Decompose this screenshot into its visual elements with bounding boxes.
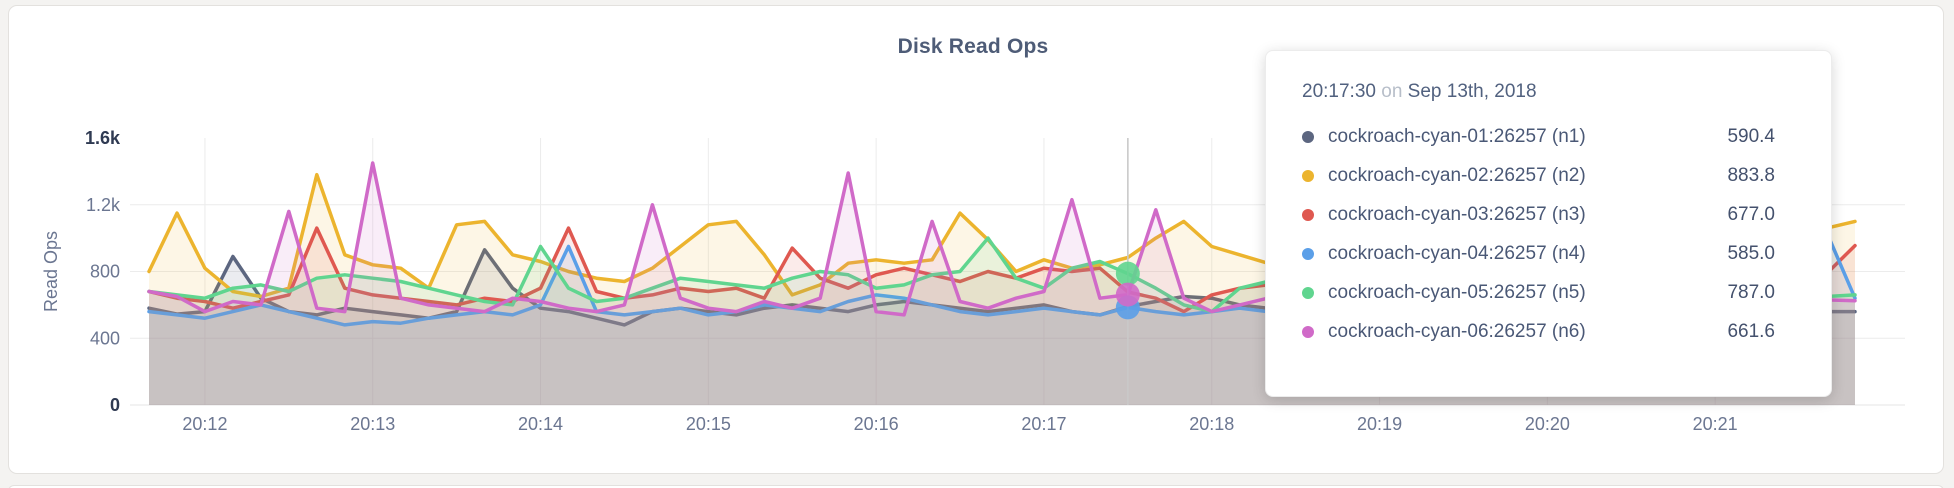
series-value: 590.4: [1727, 125, 1775, 147]
tooltip-time: 20:17:30: [1302, 81, 1376, 102]
x-axis-tick-label: 20:20: [1525, 414, 1570, 434]
tooltip-row: cockroach-cyan-01:26257 (n1) 590.4: [1302, 117, 1775, 156]
x-axis-tick-label: 20:18: [1189, 414, 1234, 434]
series-value: 661.6: [1727, 320, 1775, 342]
y-axis-tick-label: 800: [90, 262, 120, 282]
tooltip-row: cockroach-cyan-04:26257 (n4) 585.0: [1302, 234, 1775, 273]
tooltip-on-word: on: [1381, 81, 1403, 102]
x-axis-tick-label: 20:12: [182, 414, 227, 434]
y-axis-tick-label: 400: [90, 328, 120, 348]
chart-title: Disk Read Ops: [897, 35, 1049, 58]
series-value: 585.0: [1727, 242, 1775, 264]
x-axis-tick-label: 20:19: [1357, 414, 1402, 434]
x-axis-tick-label: 20:15: [686, 414, 731, 434]
x-axis-tick-label: 20:17: [1021, 414, 1066, 434]
series-label: cockroach-cyan-06:26257 (n6): [1328, 320, 1586, 342]
y-axis-title: Read Ops: [41, 231, 61, 312]
y-axis-tick-label: 1.6k: [85, 128, 121, 148]
series-label: cockroach-cyan-04:26257 (n4): [1328, 242, 1586, 264]
series-color-dot-icon: [1302, 130, 1314, 143]
x-axis-tick-label: 20:16: [854, 414, 899, 434]
tooltip-rows: cockroach-cyan-01:26257 (n1) 590.4 cockroa…: [1302, 117, 1775, 351]
series-color-dot-icon: [1302, 325, 1314, 338]
series-label: cockroach-cyan-01:26257 (n1): [1328, 125, 1586, 147]
x-axis-tick-label: 20:21: [1693, 414, 1738, 434]
series-value: 677.0: [1727, 203, 1775, 225]
series-color-dot-icon: [1302, 247, 1314, 260]
x-axis-tick-label: 20:13: [350, 414, 395, 434]
tooltip-row: cockroach-cyan-06:26257 (n6) 661.6: [1302, 312, 1775, 351]
y-axis-tick-label: 1.2k: [86, 195, 121, 215]
series-value: 883.8: [1727, 164, 1775, 186]
series-value: 787.0: [1727, 281, 1775, 303]
series-color-dot-icon: [1302, 169, 1314, 182]
y-axis-tick-label: 0: [110, 395, 120, 415]
series-color-dot-icon: [1302, 208, 1314, 221]
series-label: cockroach-cyan-02:26257 (n2): [1328, 164, 1586, 186]
hover-point-dot: [1115, 282, 1140, 307]
series-color-dot-icon: [1302, 286, 1314, 299]
series-label: cockroach-cyan-03:26257 (n3): [1328, 203, 1586, 225]
series-label: cockroach-cyan-05:26257 (n5): [1328, 281, 1586, 303]
tooltip-row: cockroach-cyan-03:26257 (n3) 677.0: [1302, 195, 1775, 234]
hover-tooltip: 20:17:30 on Sep 13th, 2018 cockroach-cya…: [1265, 50, 1832, 397]
tooltip-date: Sep 13th, 2018: [1407, 81, 1537, 102]
tooltip-row: cockroach-cyan-05:26257 (n5) 787.0: [1302, 273, 1775, 312]
x-axis-tick-label: 20:14: [518, 414, 563, 434]
tooltip-row: cockroach-cyan-02:26257 (n2) 883.8: [1302, 156, 1775, 195]
tooltip-header: 20:17:30 on Sep 13th, 2018: [1302, 81, 1775, 103]
hover-point-dot: [1115, 261, 1140, 286]
